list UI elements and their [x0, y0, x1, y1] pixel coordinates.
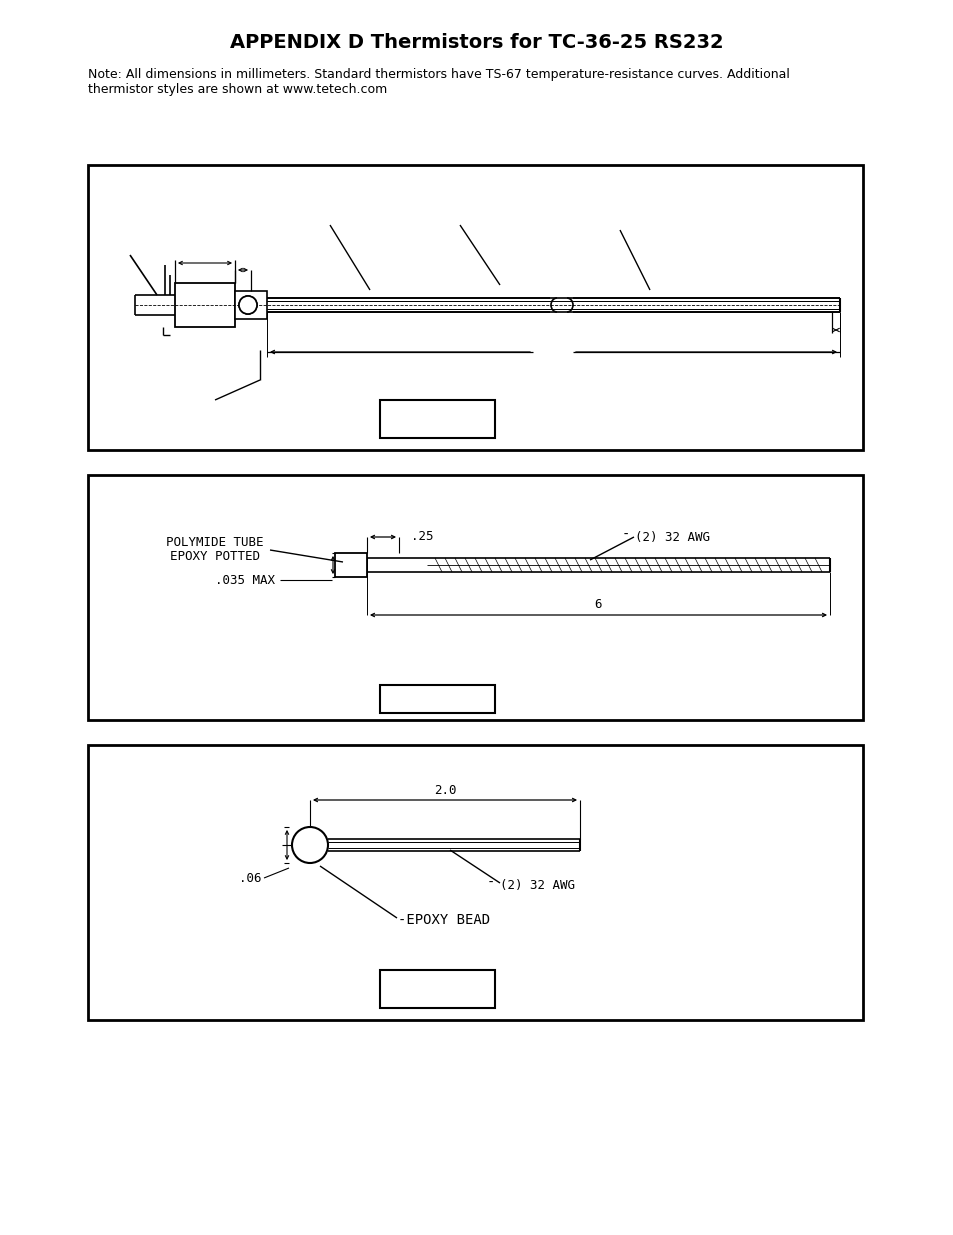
Bar: [379, 400, 495, 438]
Text: -EPOXY BEAD: -EPOXY BEAD: [397, 913, 490, 927]
Text: .25: .25: [411, 531, 433, 543]
Circle shape: [239, 296, 256, 314]
Circle shape: [292, 827, 328, 863]
Bar: [88, 745, 862, 1020]
Bar: [234, 291, 267, 319]
Text: .06: .06: [239, 872, 262, 884]
Bar: [379, 685, 495, 713]
Text: 6: 6: [594, 599, 601, 611]
Text: POLYMIDE TUBE: POLYMIDE TUBE: [166, 536, 263, 550]
Text: APPENDIX D Thermistors for TC-36-25 RS232: APPENDIX D Thermistors for TC-36-25 RS23…: [230, 32, 723, 52]
Text: EPOXY POTTED: EPOXY POTTED: [170, 550, 260, 562]
Bar: [88, 475, 862, 720]
Bar: [174, 283, 234, 327]
Bar: [335, 553, 367, 577]
Text: .035 MAX: .035 MAX: [214, 573, 274, 587]
Text: -: -: [486, 876, 495, 890]
Circle shape: [239, 296, 256, 314]
Text: 2.0: 2.0: [434, 783, 456, 797]
Text: Note: All dimensions in millimeters. Standard thermistors have TS-67 temperature: Note: All dimensions in millimeters. Sta…: [88, 68, 789, 96]
Bar: [379, 969, 495, 1008]
Text: (2) 32 AWG: (2) 32 AWG: [499, 878, 575, 892]
Text: (2) 32 AWG: (2) 32 AWG: [635, 531, 709, 543]
Bar: [88, 165, 862, 450]
Text: -: -: [621, 529, 629, 542]
